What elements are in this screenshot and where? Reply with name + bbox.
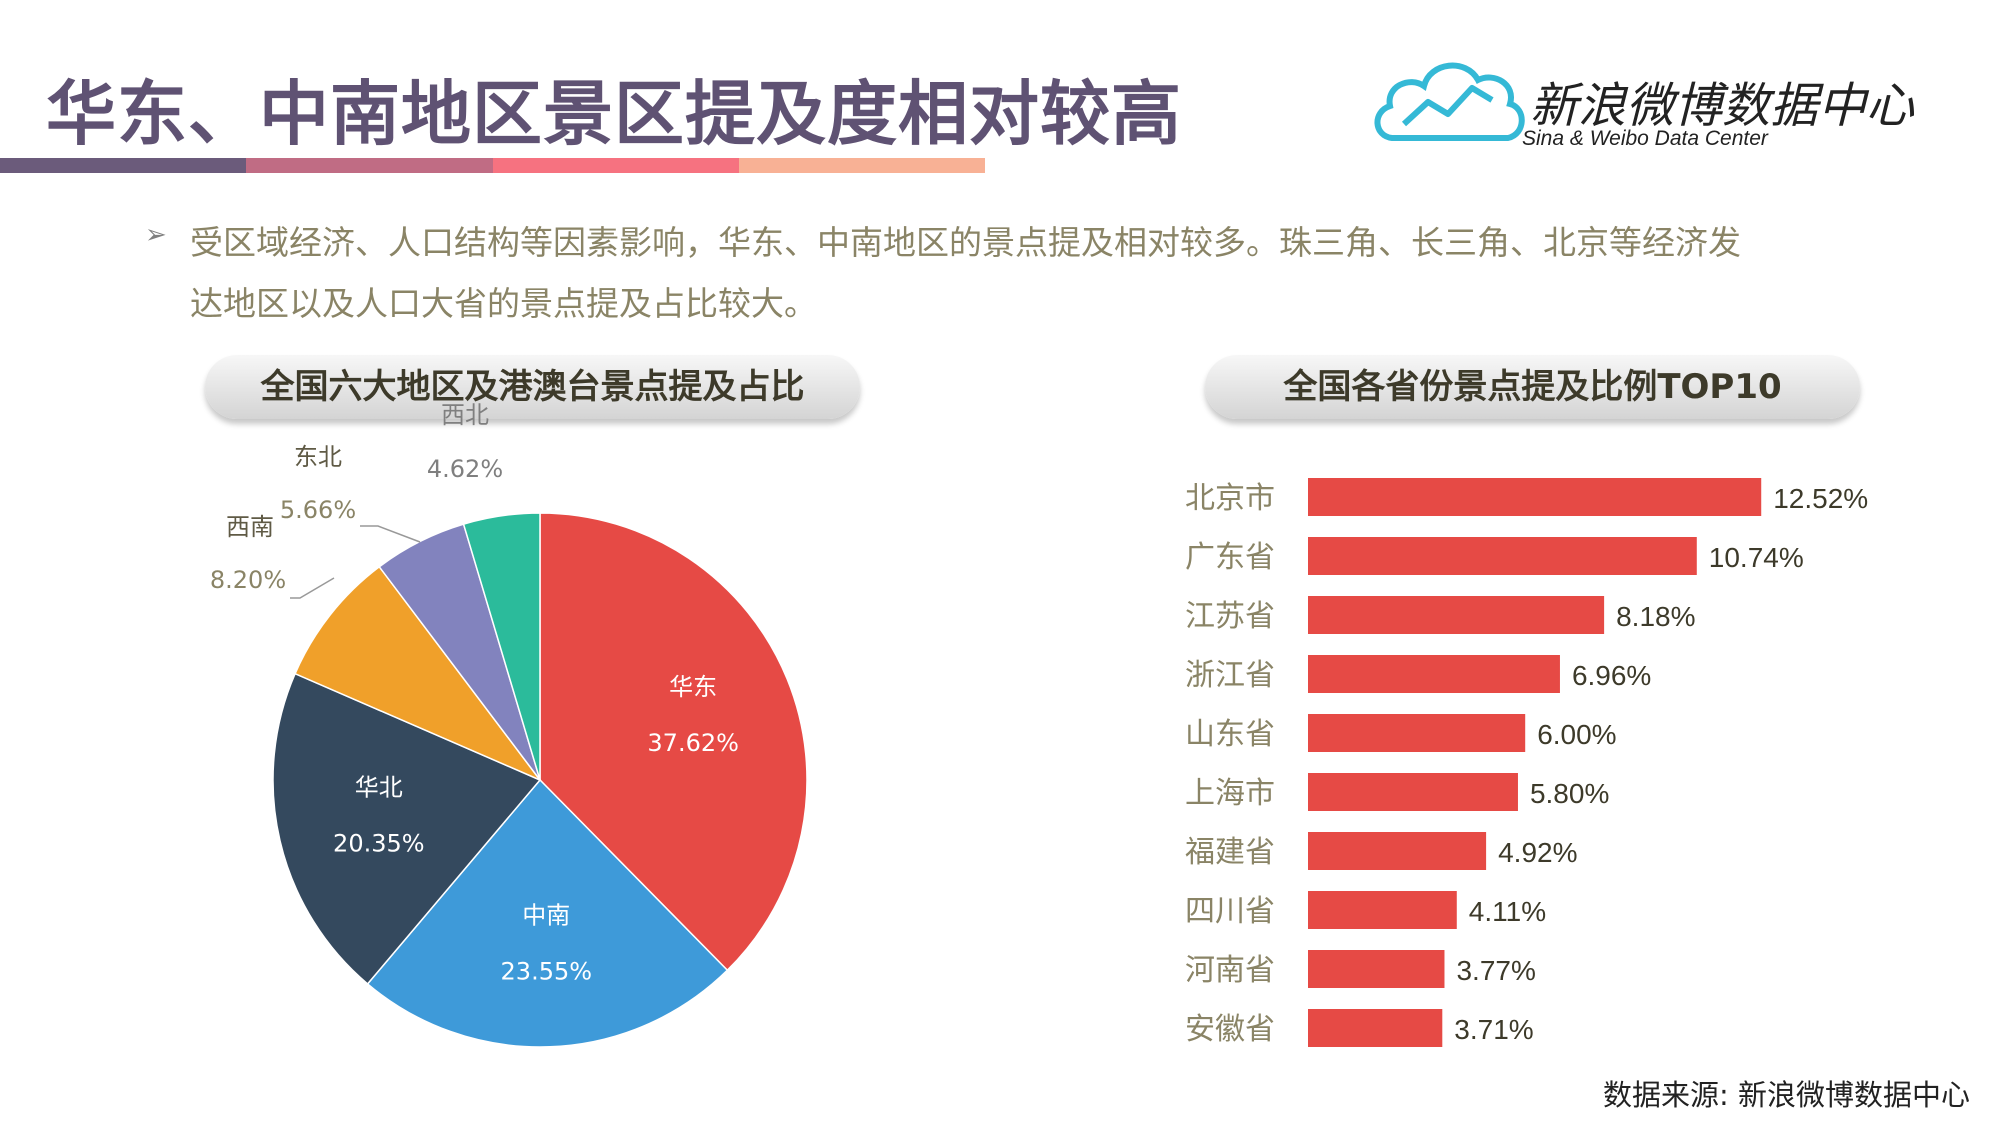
value-label: 3.77% [1456, 955, 1535, 986]
bar [1308, 1009, 1443, 1047]
bar [1308, 950, 1445, 988]
bar [1308, 655, 1560, 693]
category-label: 上海市 [1185, 776, 1275, 811]
leader-line [360, 525, 421, 543]
category-label: 浙江省 [1185, 658, 1275, 693]
cloud-chart-icon [1374, 62, 1525, 141]
slice-value-label: 5.66% [280, 496, 356, 524]
bar [1308, 537, 1697, 575]
weibo-data-center-logo: 新浪微博数据中心 Sina & Weibo Data Center [1370, 42, 1950, 162]
category-label: 广东省 [1185, 540, 1275, 575]
category-label: 四川省 [1185, 894, 1275, 929]
category-label: 安徽省 [1185, 1012, 1275, 1047]
pie-slice [294, 565, 543, 782]
slice-name-label: 东北 [294, 443, 342, 471]
accent-segment [738, 158, 985, 173]
category-label: 河南省 [1185, 953, 1275, 988]
title-accent-bar [0, 158, 985, 173]
accent-segment [492, 158, 739, 173]
bar-chart-header: 全国各省份景点提及比例TOP10 [1205, 355, 1860, 419]
bar [1308, 773, 1518, 811]
pie-slice [539, 512, 808, 972]
accent-segment [0, 158, 247, 173]
category-label: 山东省 [1185, 717, 1275, 752]
pie-chart-header: 全国六大地区及港澳台景点提及占比 [205, 355, 860, 419]
bar [1308, 478, 1762, 516]
slice-name-label: 西北 [441, 401, 489, 429]
accent-segment [246, 158, 493, 173]
summary-text: 受区域经济、人口结构等因素影响，华东、中南地区的景点提及相对较多。珠三角、长三角… [190, 223, 1741, 323]
slice-value-label: 23.55% [501, 957, 593, 985]
slice-value-label: 4.62% [427, 455, 503, 483]
bar [1308, 714, 1526, 752]
bar [1308, 596, 1605, 634]
slice-value-label: 8.20% [210, 566, 286, 594]
value-label: 8.18% [1616, 601, 1695, 632]
slice-name-label: 中南 [522, 901, 570, 929]
value-label: 4.92% [1498, 837, 1577, 868]
slice-name-label: 华东 [669, 673, 717, 701]
value-label: 5.80% [1530, 778, 1609, 809]
value-label: 4.11% [1469, 896, 1546, 927]
value-label: 6.00% [1537, 719, 1616, 750]
value-label: 6.96% [1572, 660, 1651, 691]
data-source: 数据来源: 新浪微博数据中心 [1603, 1078, 1970, 1112]
pie-slice [366, 778, 729, 1048]
logo-name: 新浪微博数据中心 [1530, 78, 1915, 134]
value-label: 10.74% [1709, 542, 1804, 573]
arrow-bullet-icon: ➢ [145, 220, 167, 250]
value-label: 12.52% [1773, 483, 1868, 514]
bar [1308, 891, 1457, 929]
slice-name-label: 华北 [355, 774, 403, 802]
bar [1308, 832, 1487, 870]
value-label: 3.71% [1454, 1014, 1533, 1045]
category-label: 江苏省 [1185, 599, 1275, 634]
category-label: 福建省 [1185, 835, 1275, 870]
category-label: 北京市 [1185, 481, 1275, 516]
slice-name-label: 西南 [226, 513, 274, 541]
leader-line [290, 577, 335, 599]
logo-subtitle: Sina & Weibo Data Center [1522, 127, 1768, 150]
slice-value-label: 20.35% [333, 830, 425, 858]
slice-value-label: 37.62% [647, 729, 739, 757]
pie-slice [462, 512, 541, 781]
page-title: 华东、中南地区景区提及度相对较高 [46, 73, 1182, 155]
